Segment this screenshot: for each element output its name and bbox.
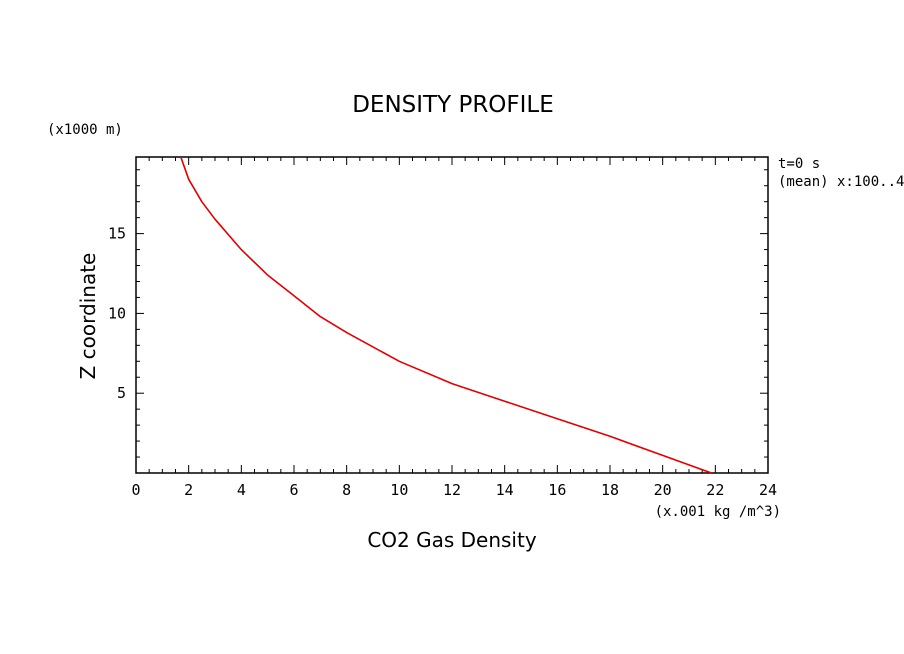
x-tick-label: 16 (548, 481, 566, 499)
y-tick-label: 10 (108, 304, 126, 322)
density-profile-line (180, 156, 712, 474)
x-tick-label: 22 (706, 481, 724, 499)
x-tick-label: 8 (342, 481, 351, 499)
x-tick-label: 2 (184, 481, 193, 499)
x-tick-label: 18 (601, 481, 619, 499)
x-tick-label: 20 (654, 481, 672, 499)
x-tick-label: 0 (131, 481, 140, 499)
x-tick-label: 14 (496, 481, 514, 499)
y-axis-label: Z coordinate (76, 253, 100, 380)
annotation-time: t=0 s (778, 156, 820, 172)
y-axis-units: (x1000 m) (47, 122, 123, 138)
series-group (180, 156, 712, 474)
annotation-mean: (mean) x:100..4 (778, 174, 904, 190)
y-tick-label: 5 (117, 384, 126, 402)
y-tick-label: 15 (108, 225, 126, 243)
x-axis-units: (x.001 kg /m^3) (655, 504, 781, 520)
x-tick-label: 6 (289, 481, 298, 499)
plot-frame (135, 156, 769, 474)
chart-title: DENSITY PROFILE (352, 92, 554, 118)
axis-ticks (135, 157, 769, 473)
x-tick-label: 24 (759, 481, 777, 499)
x-tick-label: 4 (237, 481, 246, 499)
x-axis-label: CO2 Gas Density (367, 528, 537, 552)
x-tick-label: 10 (390, 481, 408, 499)
x-tick-label: 12 (443, 481, 461, 499)
